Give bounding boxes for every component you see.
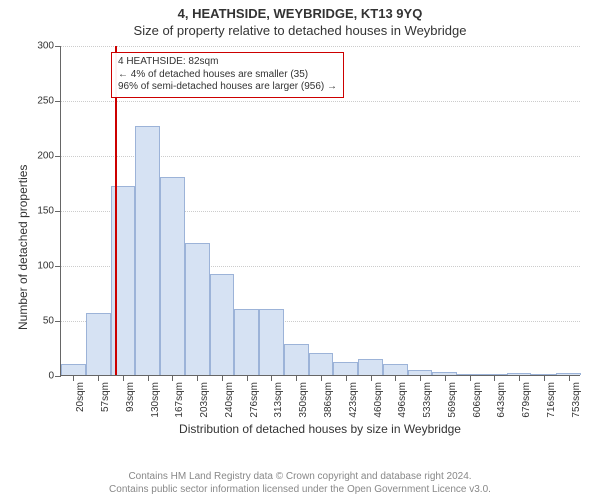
x-tick-label: 20sqm — [75, 382, 86, 412]
x-tick-label: 496sqm — [397, 382, 408, 418]
x-tick — [197, 375, 198, 381]
histogram-bar — [61, 364, 86, 375]
x-tick-label: 716sqm — [546, 382, 557, 418]
x-tick-label: 167sqm — [174, 382, 185, 418]
x-tick — [222, 375, 223, 381]
x-tick — [395, 375, 396, 381]
x-tick — [296, 375, 297, 381]
histogram-bar — [210, 274, 235, 375]
x-tick-label: 569sqm — [447, 382, 458, 418]
x-tick-label: 606sqm — [472, 382, 483, 418]
histogram-bar — [234, 309, 259, 375]
annotation-line: ← 4% of detached houses are smaller (35) — [118, 69, 337, 82]
x-tick — [519, 375, 520, 381]
annotation-line: 96% of semi-detached houses are larger (… — [118, 81, 337, 94]
x-tick — [371, 375, 372, 381]
footer-line-2: Contains public sector information licen… — [0, 483, 600, 496]
y-axis-title: Number of detached properties — [16, 165, 30, 330]
histogram-bar — [86, 313, 111, 375]
histogram-bar — [284, 344, 309, 375]
footer-line-1: Contains HM Land Registry data © Crown c… — [0, 470, 600, 483]
y-tick-label: 250 — [14, 96, 54, 107]
x-axis-title: Distribution of detached houses by size … — [60, 422, 580, 436]
x-tick-label: 313sqm — [273, 382, 284, 418]
y-tick — [55, 376, 61, 377]
histogram-bar — [111, 186, 136, 375]
x-tick-label: 240sqm — [224, 382, 235, 418]
y-tick — [55, 46, 61, 47]
x-tick — [247, 375, 248, 381]
x-tick — [494, 375, 495, 381]
x-tick-label: 276sqm — [249, 382, 260, 418]
x-tick — [569, 375, 570, 381]
x-tick-label: 679sqm — [521, 382, 532, 418]
y-tick-label: 0 — [14, 371, 54, 382]
annotation-box: 4 HEATHSIDE: 82sqm← 4% of detached house… — [111, 52, 344, 98]
y-tick-label: 200 — [14, 151, 54, 162]
x-tick-label: 350sqm — [298, 382, 309, 418]
histogram-bar — [259, 309, 284, 375]
annotation-line: 4 HEATHSIDE: 82sqm — [118, 56, 337, 69]
x-tick-label: 203sqm — [199, 382, 210, 418]
x-tick-label: 643sqm — [496, 382, 507, 418]
page-title: 4, HEATHSIDE, WEYBRIDGE, KT13 9YQ — [0, 6, 600, 21]
x-tick — [346, 375, 347, 381]
histogram-bar — [383, 364, 408, 375]
chart-container: 4 HEATHSIDE: 82sqm← 4% of detached house… — [60, 46, 580, 416]
histogram-bar — [160, 177, 185, 375]
x-tick-label: 423sqm — [348, 382, 359, 418]
x-tick — [445, 375, 446, 381]
x-tick-label: 533sqm — [422, 382, 433, 418]
histogram-bar — [309, 353, 334, 375]
x-tick-label: 753sqm — [571, 382, 582, 418]
x-tick-label: 57sqm — [100, 382, 111, 412]
x-tick — [420, 375, 421, 381]
y-tick — [55, 211, 61, 212]
page-subtitle: Size of property relative to detached ho… — [0, 23, 600, 38]
x-tick — [172, 375, 173, 381]
x-tick — [544, 375, 545, 381]
x-tick-label: 93sqm — [125, 382, 136, 412]
x-tick — [470, 375, 471, 381]
y-tick-label: 100 — [14, 261, 54, 272]
footer: Contains HM Land Registry data © Crown c… — [0, 470, 600, 496]
x-tick-label: 130sqm — [150, 382, 161, 418]
x-tick-label: 460sqm — [373, 382, 384, 418]
x-tick-label: 386sqm — [323, 382, 334, 418]
histogram-bar — [135, 126, 160, 375]
grid-line — [61, 46, 580, 47]
x-tick — [73, 375, 74, 381]
y-tick — [55, 266, 61, 267]
x-tick — [98, 375, 99, 381]
histogram-bar — [185, 243, 210, 375]
x-tick — [148, 375, 149, 381]
y-tick-label: 300 — [14, 41, 54, 52]
grid-line — [61, 101, 580, 102]
y-tick-label: 150 — [14, 206, 54, 217]
plot-area: 4 HEATHSIDE: 82sqm← 4% of detached house… — [60, 46, 580, 376]
y-tick — [55, 156, 61, 157]
y-tick — [55, 321, 61, 322]
histogram-bar — [333, 362, 358, 375]
x-tick — [321, 375, 322, 381]
histogram-bar — [358, 359, 383, 376]
y-tick-label: 50 — [14, 316, 54, 327]
x-tick — [123, 375, 124, 381]
y-tick — [55, 101, 61, 102]
x-tick — [271, 375, 272, 381]
